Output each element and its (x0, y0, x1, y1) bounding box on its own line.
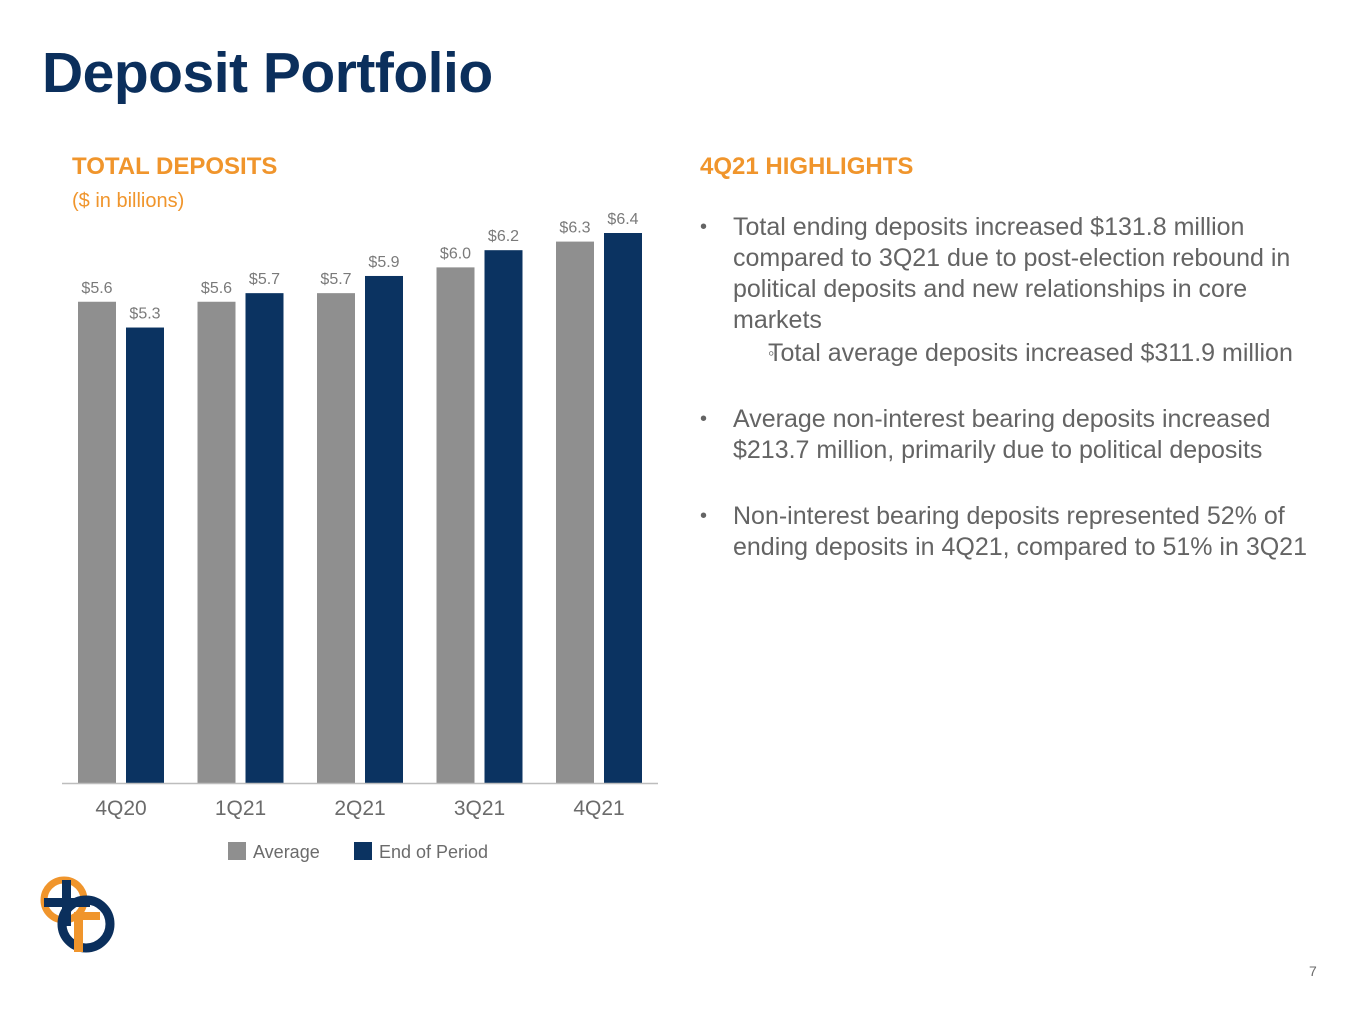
x-tick-label: 4Q21 (573, 797, 624, 820)
bar-end-of-period (484, 250, 523, 783)
highlight-text: Non-interest bearing deposits represente… (733, 502, 1307, 561)
deposits-bar-chart: $5.6 $5.3 4Q20 $5.6 $5.7 1Q21 $5.7 $5.9 2Q21 $6.0… (62, 211, 658, 862)
page-title: Deposit Portfolio (42, 41, 493, 105)
highlight-sub-bullet: ◦ Total average deposits increased $311.… (733, 338, 1320, 369)
highlight-bullet: • Total ending deposits increased $131.8… (700, 212, 1320, 369)
sub-bullet-marker: ◦ (768, 343, 775, 363)
bar-end-of-period (365, 275, 403, 783)
x-tick-label: 1Q21 (215, 797, 266, 820)
x-tick-label: 3Q21 (454, 797, 505, 820)
x-tick-label: 2Q21 (334, 797, 385, 820)
highlights-list: • Total ending deposits increased $131.8… (700, 212, 1320, 563)
bar-average (197, 301, 236, 783)
data-label: $5.7 (320, 271, 351, 288)
data-label: $5.7 (249, 271, 280, 288)
highlights-title: 4Q21 HIGHLIGHTS (700, 153, 914, 180)
data-label: $5.9 (368, 254, 399, 271)
x-tick-label: 4Q20 (95, 797, 146, 820)
page-number: 7 (1309, 963, 1317, 979)
legend-label-average: Average (253, 842, 320, 862)
data-label: $5.6 (201, 280, 232, 297)
legend-label-end-of-period: End of Period (379, 842, 488, 862)
bar-end-of-period (126, 327, 164, 783)
bullet-marker: • (700, 505, 708, 527)
highlight-text: Total ending deposits increased $131.8 m… (733, 213, 1291, 334)
data-label: $5.3 (129, 306, 160, 323)
bullet-marker: • (700, 216, 708, 238)
bar-average (317, 293, 355, 783)
chart-subtitle: ($ in billions) (72, 190, 185, 212)
bar-average (436, 267, 475, 783)
legend-swatch-end-of-period (354, 842, 372, 860)
highlight-text: Average non-interest bearing deposits in… (733, 405, 1271, 464)
highlight-bullet: • Non-interest bearing deposits represen… (700, 501, 1320, 563)
highlight-bullet: • Average non-interest bearing deposits … (700, 404, 1320, 466)
bar-average (78, 301, 116, 783)
data-label: $6.4 (607, 211, 638, 228)
bar-end-of-period (245, 293, 284, 783)
highlight-sub-text: Total average deposits increased $311.9 … (768, 339, 1293, 367)
company-logo (40, 876, 115, 953)
data-label: $6.2 (488, 228, 519, 245)
chart-title: TOTAL DEPOSITS (72, 153, 278, 180)
data-label: $6.0 (440, 245, 471, 262)
bar-average (556, 241, 594, 783)
data-label: $5.6 (81, 280, 112, 297)
data-label: $6.3 (559, 220, 590, 237)
legend-swatch-average (228, 842, 246, 860)
bar-end-of-period (604, 233, 642, 783)
bullet-marker: • (700, 408, 708, 430)
